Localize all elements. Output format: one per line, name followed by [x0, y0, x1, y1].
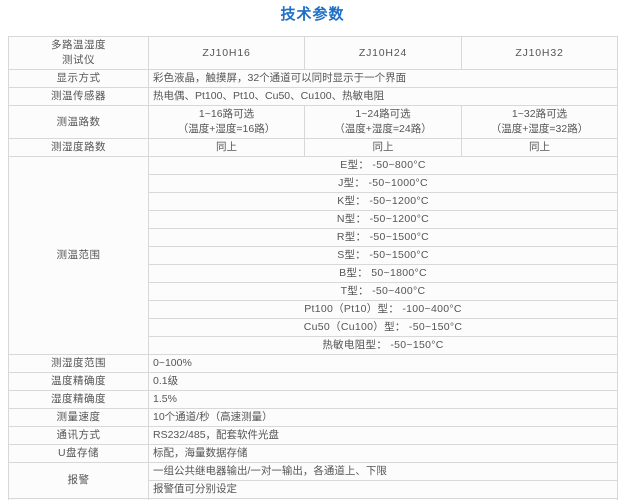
temp-channels-32-line1: 1~32路可选 — [511, 108, 568, 120]
row-label-communication: 通讯方式 — [8, 426, 149, 445]
table-row-humidity-accuracy: 湿度精确度 1.5% — [8, 390, 618, 409]
row-value-temp-sensor: 热电偶、Pt100、Pt10、Cu50、Cu100、热敏电阻 — [148, 87, 618, 106]
table-row-temp-range-10: Cu50（Cu100）型： -50~150°C — [9, 318, 618, 337]
temp-range-line-n: N型： -50~1200°C — [148, 210, 618, 229]
temp-range-line-j: J型： -50~1000°C — [148, 174, 618, 193]
table-row-temp-range-3: K型： -50~1200°C — [9, 192, 618, 211]
row-value-humidity-channels-16: 同上 — [148, 138, 305, 157]
table-row-temp-range-8: T型： -50~400°C — [9, 282, 618, 301]
temp-channels-24-line2: （温度+湿度=24路） — [334, 123, 432, 135]
temp-range-line-t: T型： -50~400°C — [148, 282, 618, 301]
table-row-alarm-2: 报警值可分别设定 — [9, 480, 618, 499]
temp-range-line-b: B型： 50~1800°C — [148, 264, 618, 283]
table-row-usb-storage: U盘存储 标配，海量数据存储 — [8, 444, 618, 463]
table-row-alarm-1: 报警 一组公共继电器输出/一对一输出，各通道上、下限 — [8, 462, 618, 499]
temp-range-line-cu50: Cu50（Cu100）型： -50~150°C — [148, 318, 618, 337]
table-row-temp-range-7: B型： 50~1800°C — [9, 264, 618, 283]
temp-range-line-pt100: Pt100（Pt10）型： -100~400°C — [148, 300, 618, 319]
header-model-zj10h16: ZJ10H16 — [148, 36, 305, 70]
row-value-application-line1: 家电、电机、电热器具、温控器、变压器、烘箱、 — [148, 498, 618, 500]
row-label-humidity-channels: 测湿度路数 — [8, 138, 149, 157]
table-row-measure-speed: 测量速度 10个通道/秒（高速测量） — [8, 408, 618, 427]
row-value-communication: RS232/485，配套软件光盘 — [148, 426, 618, 445]
row-label-alarm: 报警 — [8, 462, 149, 499]
row-label-humidity-accuracy: 湿度精确度 — [8, 390, 149, 409]
row-label-humidity-range: 测湿度范围 — [8, 354, 149, 373]
table-row-temp-channels: 测温路数 1~16路可选 （温度+湿度=16路） 1~24路可选 （温度+湿度=… — [8, 105, 618, 139]
header-model-zj10h24: ZJ10H24 — [304, 36, 462, 70]
temp-channels-16-line1: 1~16路可选 — [198, 108, 255, 120]
temp-range-line-s: S型： -50~1500°C — [148, 246, 618, 265]
row-value-temp-channels-24: 1~24路可选 （温度+湿度=24路） — [304, 105, 462, 139]
row-value-humidity-accuracy: 1.5% — [148, 390, 618, 409]
row-label-temp-accuracy: 温度精确度 — [8, 372, 149, 391]
temp-channels-24-line1: 1~24路可选 — [355, 108, 411, 120]
table-row-temp-range-4: N型： -50~1200°C — [9, 210, 618, 229]
temp-range-line-r: R型： -50~1500°C — [148, 228, 618, 247]
row-value-alarm-line1: 一组公共继电器输出/一对一输出，各通道上、下限 — [148, 462, 618, 481]
row-value-humidity-channels-24: 同上 — [304, 138, 462, 157]
table-row-temp-range-6: S型： -50~1500°C — [9, 246, 618, 265]
page-title: 技术参数 — [280, 6, 345, 23]
header-product-label: 多路温湿度 测试仪 — [8, 36, 149, 70]
row-value-usb-storage: 标配，海量数据存储 — [148, 444, 618, 463]
row-value-measure-speed: 10个通道/秒（高速测量） — [148, 408, 618, 427]
row-label-display-mode: 显示方式 — [8, 69, 149, 88]
header-model-zj10h32: ZJ10H32 — [461, 36, 618, 70]
table-row-temp-range-2: J型： -50~1000°C — [9, 174, 618, 193]
temp-range-line-thermistor: 热敏电阻型： -50~150°C — [148, 336, 618, 355]
temp-channels-32-line2: （温度+湿度=32路） — [490, 123, 589, 135]
header-product-label-line2: 测试仪 — [62, 54, 95, 66]
row-value-humidity-range: 0~100% — [148, 354, 618, 373]
table-row-temp-range-1: 测温范围 E型： -50~800°C — [8, 156, 618, 355]
table-header-row: 多路温湿度 测试仪 ZJ10H16 ZJ10H24 ZJ10H32 — [8, 36, 618, 70]
row-value-humidity-channels-32: 同上 — [461, 138, 618, 157]
row-label-usb-storage: U盘存储 — [8, 444, 149, 463]
row-value-display-mode: 彩色液晶，触摸屏，32个通道可以同时显示于一个界面 — [148, 69, 618, 88]
row-value-temp-accuracy: 0.1级 — [148, 372, 618, 391]
table-row-humidity-channels: 测湿度路数 同上 同上 同上 — [8, 138, 618, 157]
row-value-alarm-line2: 报警值可分别设定 — [148, 480, 618, 499]
table-row-temp-sensor: 测温传感器 热电偶、Pt100、Pt10、Cu50、Cu100、热敏电阻 — [8, 87, 618, 106]
temp-range-line-k: K型： -50~1200°C — [148, 192, 618, 211]
header-product-label-line1: 多路温湿度 — [51, 39, 106, 51]
table-row-humidity-range: 测湿度范围 0~100% — [8, 354, 618, 373]
technical-specifications-table: 多路温湿度 测试仪 ZJ10H16 ZJ10H24 ZJ10H32 显示方式 彩… — [8, 36, 618, 500]
table-row-temp-accuracy: 温度精确度 0.1级 — [8, 372, 618, 391]
table-row-display-mode: 显示方式 彩色液晶，触摸屏，32个通道可以同时显示于一个界面 — [8, 69, 618, 88]
table-row-application-1: 适用场合 家电、电机、电热器具、温控器、变压器、烘箱、 — [8, 498, 618, 500]
row-value-temp-channels-32: 1~32路可选 （温度+湿度=32路） — [461, 105, 618, 139]
row-label-temp-range: 测温范围 — [8, 156, 149, 355]
row-value-temp-channels-16: 1~16路可选 （温度+湿度=16路） — [148, 105, 305, 139]
table-row-communication: 通讯方式 RS232/485，配套软件光盘 — [8, 426, 618, 445]
temp-range-line-e: E型： -50~800°C — [148, 156, 618, 175]
row-label-temp-sensor: 测温传感器 — [8, 87, 149, 106]
row-label-temp-channels: 测温路数 — [8, 105, 149, 139]
row-label-measure-speed: 测量速度 — [8, 408, 149, 427]
temp-channels-16-line2: （温度+湿度=16路） — [177, 123, 276, 135]
spec-table-container: 多路温湿度 测试仪 ZJ10H16 ZJ10H24 ZJ10H32 显示方式 彩… — [8, 36, 618, 500]
